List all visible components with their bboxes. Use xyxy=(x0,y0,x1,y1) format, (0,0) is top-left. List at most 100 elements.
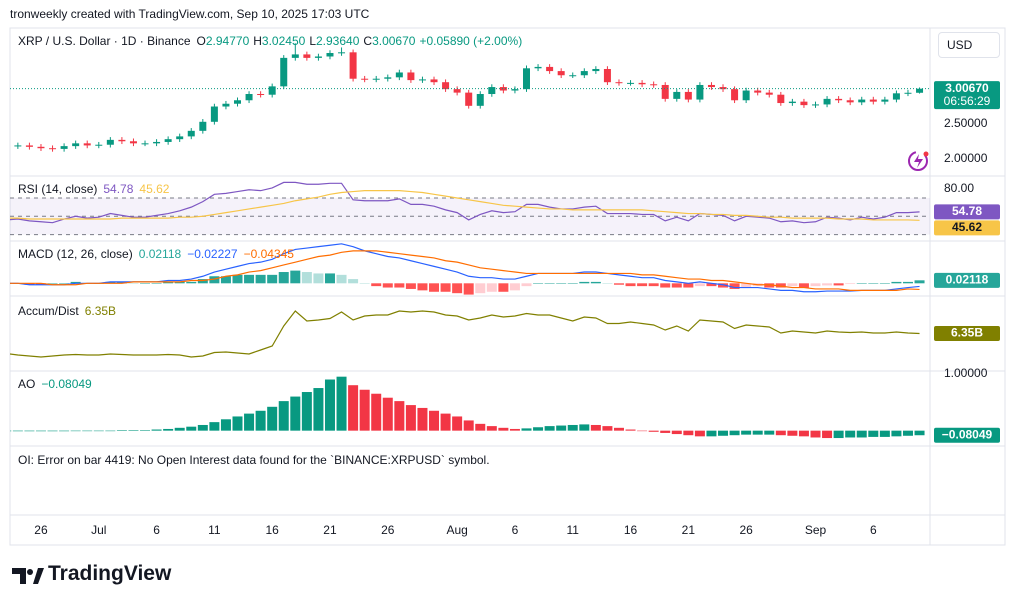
candle-body xyxy=(499,87,507,91)
ao-bar xyxy=(452,416,463,431)
ao-bar xyxy=(741,430,752,435)
ao-bar xyxy=(729,430,740,436)
candle-body xyxy=(199,121,207,131)
x-tick-label: 26 xyxy=(34,523,48,537)
ao-bar xyxy=(579,424,590,431)
macd-histogram-bar xyxy=(186,281,197,284)
ao-bar xyxy=(463,420,474,431)
macd-histogram-bar xyxy=(787,283,798,287)
ao-bar xyxy=(82,430,93,432)
ao-bar xyxy=(47,430,58,432)
ao-bar xyxy=(93,430,104,432)
ao-bar xyxy=(128,430,139,431)
macd-histogram-bar xyxy=(579,281,590,284)
legend: XRP / U.S. Dollar · 1D · Binance O2.94770… xyxy=(18,34,528,48)
legend-value: 54.78 xyxy=(103,182,134,196)
candle-body xyxy=(696,84,704,100)
currency-button[interactable]: USD xyxy=(938,32,1000,58)
oi-error-note: OI: Error on bar 4419: No Open Interest … xyxy=(18,453,490,467)
y-tick-label: 2.50000 xyxy=(944,116,988,130)
macd-histogram-bar xyxy=(220,276,231,284)
macd-histogram-bar xyxy=(267,274,278,284)
candle-body xyxy=(303,54,311,58)
macd-histogram-bar xyxy=(486,283,497,292)
ao-bar xyxy=(313,388,324,431)
x-tick-label: 6 xyxy=(153,523,160,537)
legend-title: XRP / U.S. Dollar · 1D · Binance xyxy=(18,34,191,48)
value-box-label: 3.00670 xyxy=(945,81,989,95)
ao-bar xyxy=(602,426,613,431)
candle-body xyxy=(557,71,565,76)
ao-bar xyxy=(70,430,81,432)
macd-histogram-bar xyxy=(775,283,786,288)
candle-body xyxy=(800,101,808,106)
macd-histogram-bar xyxy=(35,283,46,285)
ao-bar xyxy=(324,379,335,431)
macd-histogram-bar xyxy=(394,283,405,288)
macd-histogram-bar xyxy=(544,283,555,284)
macd-histogram-bar xyxy=(891,281,902,284)
macd-histogram-bar xyxy=(856,283,867,284)
candle-body xyxy=(476,94,484,106)
value-box-label: 45.62 xyxy=(952,220,982,234)
macd-histogram-bar xyxy=(914,280,925,284)
ohlc-key: C xyxy=(363,34,373,48)
ao-bar xyxy=(278,401,289,431)
candle-body xyxy=(83,143,91,146)
candle-body xyxy=(881,99,889,102)
ao-bar xyxy=(556,425,567,431)
macd-histogram-bar xyxy=(255,274,266,284)
spark-icon xyxy=(908,151,929,171)
macd-histogram-bar xyxy=(845,283,856,285)
candle-body xyxy=(3,146,10,147)
ao-bar xyxy=(533,427,544,431)
macd-histogram-bar xyxy=(209,276,220,284)
macd-histogram-bar xyxy=(521,283,532,287)
macd-line xyxy=(10,250,920,291)
candle-body xyxy=(210,106,218,122)
candle-body xyxy=(153,141,161,144)
candle-body xyxy=(650,84,658,86)
ao-bar xyxy=(764,430,775,435)
ao-bar xyxy=(718,430,729,436)
candle-body xyxy=(141,143,149,145)
macd-histogram-bar xyxy=(163,281,174,284)
x-tick-label: 11 xyxy=(208,523,221,537)
macd-histogram-bar xyxy=(197,279,208,284)
candle-body xyxy=(523,68,530,90)
candle-body xyxy=(361,78,369,80)
candle-body xyxy=(765,92,773,95)
ao-bar xyxy=(648,430,659,432)
ao-bar xyxy=(440,413,451,431)
macd-histogram-bar xyxy=(371,283,382,287)
value-box xyxy=(934,326,1000,341)
macd-histogram-bar xyxy=(868,283,879,284)
ao-bar xyxy=(359,389,370,431)
candle-body xyxy=(569,75,577,77)
macd-histogram-bar xyxy=(405,283,416,289)
macd-histogram-bar xyxy=(278,272,289,284)
legend: MACD (12, 26, close) 0.02118 −0.02227 −0.04… xyxy=(18,247,300,261)
candle-body xyxy=(603,68,611,83)
x-tick-label: 21 xyxy=(323,523,337,537)
price-change: +0.05890 (+2.00%) xyxy=(419,34,523,48)
candle-body xyxy=(835,98,843,101)
value-box-label: −0.08049 xyxy=(942,427,993,441)
ao-bar xyxy=(613,427,624,431)
macd-histogram-bar xyxy=(637,283,648,287)
candle-body xyxy=(627,82,635,84)
candle-body xyxy=(430,79,438,83)
x-tick-label: Aug xyxy=(446,523,467,537)
y-tick-label: 1.00000 xyxy=(944,366,988,380)
x-tick-label: Jul xyxy=(91,523,106,537)
ao-bar xyxy=(891,430,902,437)
candle-body xyxy=(846,100,854,103)
legend: RSI (14, close) 54.78 45.62 xyxy=(18,182,175,196)
candle-body xyxy=(106,139,114,145)
ao-bar xyxy=(787,430,798,436)
ao-bar xyxy=(752,430,763,435)
ao-bar xyxy=(220,419,231,431)
candle-body xyxy=(72,143,80,147)
